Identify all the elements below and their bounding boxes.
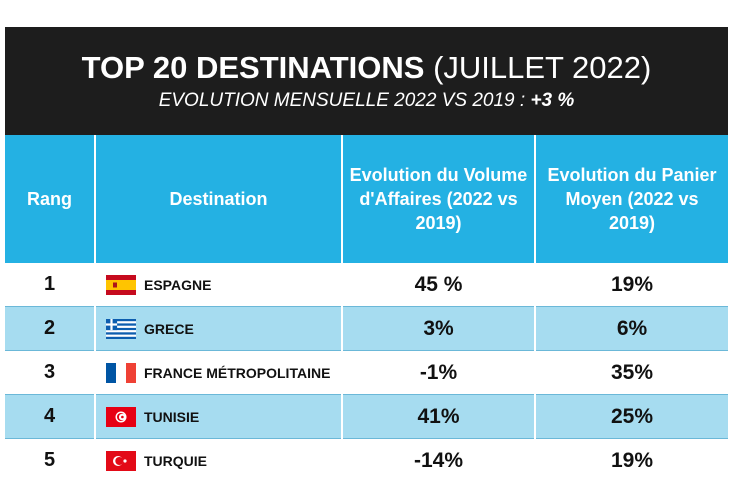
subtitle: EVOLUTION MENSUELLE 2022 VS 2019 : +3 % xyxy=(5,89,728,113)
rank-cell: 5 xyxy=(5,438,96,482)
title-main: TOP 20 DESTINATIONS xyxy=(81,50,425,85)
table-row: 4 TUNISIE 41% 25% xyxy=(5,394,728,439)
destination-cell: FRANCE MÉTROPOLITAINE xyxy=(95,350,343,395)
table-header-row: Rang Destination Evolution du Volume d'A… xyxy=(5,135,728,263)
destination-cell: ESPAGNE xyxy=(95,263,343,307)
panier-cell: 25% xyxy=(535,394,728,439)
flag-greece-icon xyxy=(106,318,136,339)
destination-name: GRECE xyxy=(144,320,194,337)
table-row: 2 GRECE xyxy=(5,306,728,351)
destination-cell: TUNISIE xyxy=(95,394,343,439)
destination-name: FRANCE MÉTROPOLITAINE xyxy=(144,364,331,381)
column-header-volume: Evolution du Volume d'Affaires (2022 vs … xyxy=(342,135,536,263)
panier-cell: 19% xyxy=(610,448,654,472)
column-header-rank: Rang xyxy=(5,135,96,263)
panier-cell: 19% xyxy=(610,272,654,296)
destination-name: TUNISIE xyxy=(144,408,200,425)
destination-name: ESPAGNE xyxy=(144,276,212,293)
rank-cell: 4 xyxy=(5,394,96,439)
destinations-table: Rang Destination Evolution du Volume d'A… xyxy=(5,135,728,482)
destination-cell: TURQUIE xyxy=(95,438,343,482)
volume-cell: -14% xyxy=(342,438,536,482)
volume-cell: 3% xyxy=(342,306,536,351)
column-header-destination: Destination xyxy=(95,135,343,263)
destination-name: TURQUIE xyxy=(144,452,207,469)
table-row: 3 FRANCE MÉTROPOLITAINE -1% 35% xyxy=(5,350,728,395)
column-header-panier: Evolution du Panier Moyen (2022 vs 2019) xyxy=(535,135,728,263)
panier-cell: 35% xyxy=(610,360,654,384)
page-title: TOP 20 DESTINATIONS (JUILLET 2022) xyxy=(5,27,728,85)
flag-spain-icon xyxy=(106,274,136,295)
rank-cell: 1 xyxy=(5,263,96,307)
subtitle-value: +3 % xyxy=(530,90,575,111)
flag-turkey-icon xyxy=(106,450,136,471)
rank-cell: 3 xyxy=(5,350,96,395)
volume-cell: 41% xyxy=(342,394,536,439)
ranking-card: TOP 20 DESTINATIONS (JUILLET 2022) EVOLU… xyxy=(5,27,728,486)
table-row: 1 ESPAGNE 45 % 19% xyxy=(5,263,728,307)
flag-tunisia-icon xyxy=(106,406,136,427)
title-block: TOP 20 DESTINATIONS (JUILLET 2022) EVOLU… xyxy=(5,27,728,135)
subtitle-text: EVOLUTION MENSUELLE 2022 VS 2019 : xyxy=(158,90,526,111)
title-period: (JUILLET 2022) xyxy=(433,50,652,85)
volume-cell: -1% xyxy=(342,350,536,395)
volume-cell: 45 % xyxy=(342,263,536,307)
panier-cell: 6% xyxy=(535,306,728,351)
flag-france-icon xyxy=(106,362,136,383)
table-row: 5 TURQUIE -14% 19% xyxy=(5,438,728,482)
destination-cell: GRECE xyxy=(95,306,343,351)
rank-cell: 2 xyxy=(5,306,96,351)
